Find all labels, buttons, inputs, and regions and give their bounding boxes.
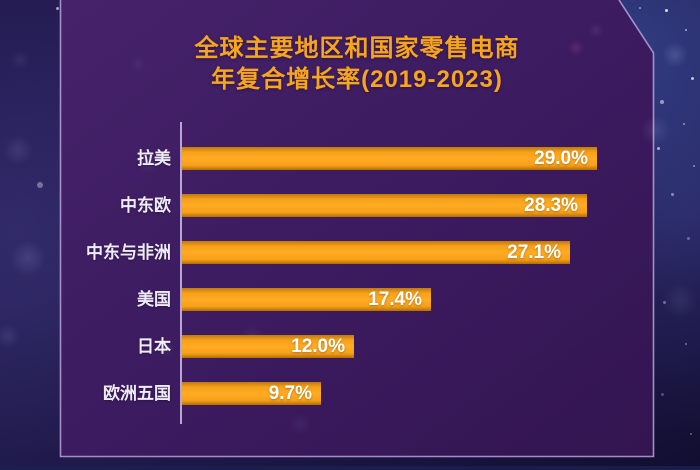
bar-row: 欧洲五国 9.7% bbox=[0, 382, 700, 405]
panel-border bbox=[59, 0, 655, 458]
value-label: 9.7% bbox=[268, 382, 312, 404]
bar-row: 日本 12.0% bbox=[0, 335, 700, 358]
value-label: 12.0% bbox=[291, 335, 345, 357]
bar: 17.4% bbox=[182, 288, 431, 311]
value-label: 29.0% bbox=[534, 147, 588, 169]
value-label: 28.3% bbox=[524, 194, 578, 216]
bar: 27.1% bbox=[182, 241, 570, 264]
value-label: 17.4% bbox=[368, 288, 422, 310]
category-label: 日本 bbox=[137, 337, 171, 356]
bar: 28.3% bbox=[182, 194, 587, 217]
bar: 29.0% bbox=[182, 147, 597, 170]
bar: 12.0% bbox=[182, 335, 354, 358]
category-label: 欧洲五国 bbox=[103, 384, 171, 403]
chart-title: 全球主要地区和国家零售电商 年复合增长率(2019-2023) bbox=[60, 33, 654, 95]
bottom-edge-strip bbox=[0, 466, 700, 470]
bar: 9.7% bbox=[182, 382, 321, 405]
y-axis-line bbox=[180, 122, 182, 424]
category-label: 中东欧 bbox=[120, 196, 171, 215]
value-label: 27.1% bbox=[507, 241, 561, 263]
category-label: 中东与非洲 bbox=[86, 243, 171, 262]
bar-row: 中东欧 28.3% bbox=[0, 194, 700, 217]
chart-title-line2: 年复合增长率(2019-2023) bbox=[211, 66, 503, 93]
bar-row: 中东与非洲 27.1% bbox=[0, 241, 700, 264]
chart-title-line1: 全球主要地区和国家零售电商 bbox=[194, 35, 520, 62]
category-label: 拉美 bbox=[137, 149, 171, 168]
bar-row: 拉美 29.0% bbox=[0, 147, 700, 170]
category-label: 美国 bbox=[137, 290, 171, 309]
bar-row: 美国 17.4% bbox=[0, 288, 700, 311]
